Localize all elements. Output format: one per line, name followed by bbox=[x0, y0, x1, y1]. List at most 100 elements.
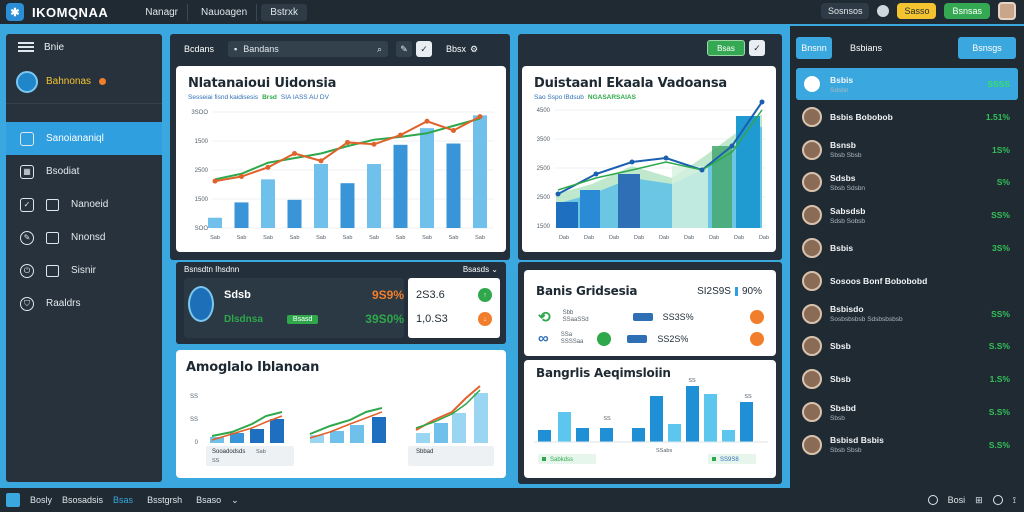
contact-subtitle: Sbsb Sdsbn bbox=[830, 184, 866, 192]
row-pct: SS2S% bbox=[657, 333, 689, 344]
x-tick-label: Sab bbox=[449, 235, 459, 241]
user-avatar[interactable] bbox=[998, 2, 1016, 20]
chart-card-revenue: Nlatanaioui Uidonsia Sesseiai fisnd kaid… bbox=[176, 66, 506, 252]
share-icon[interactable]: ⟟ bbox=[1012, 494, 1016, 505]
check-button[interactable]: ✓ bbox=[416, 41, 433, 57]
contact-name: Bsbis Bobobob bbox=[830, 111, 893, 122]
bar bbox=[712, 146, 732, 228]
top-nav-item[interactable]: Nauoagen bbox=[192, 3, 258, 21]
bar bbox=[420, 128, 434, 228]
power-icon: ⏻ bbox=[20, 263, 34, 278]
y-tick-label: 2500 bbox=[537, 166, 551, 172]
series-line bbox=[557, 109, 763, 191]
bulb-icon[interactable] bbox=[877, 5, 890, 17]
search-icon[interactable]: ⌕ bbox=[376, 43, 383, 54]
contact-row[interactable]: Sbsb 1.S% bbox=[796, 363, 1018, 395]
green-action-button[interactable]: Bsas bbox=[707, 40, 745, 56]
top-pill-yellow[interactable]: Sasso bbox=[897, 3, 937, 19]
chart-bars: SS SS SS Sabkdss SSabs SS9S8 bbox=[534, 378, 768, 464]
bar bbox=[314, 164, 328, 228]
tab-secondary[interactable]: Bsnsgs bbox=[958, 37, 1016, 59]
app-logo-icon[interactable] bbox=[6, 493, 20, 507]
data-point bbox=[398, 132, 403, 138]
contact-row[interactable]: Sbsb S.S% bbox=[796, 330, 1018, 362]
bottom-item[interactable]: Bosly bbox=[30, 495, 53, 505]
avatar bbox=[802, 74, 822, 94]
bottom-item-active[interactable]: Bsas bbox=[113, 495, 134, 505]
x-tick-label: Sab bbox=[369, 235, 379, 241]
series-line bbox=[309, 411, 383, 439]
check-button[interactable]: ✓ bbox=[749, 40, 765, 56]
stats-header: Bsnsdtn Ihsdnn bbox=[184, 265, 240, 274]
sidebar-item-dashboard[interactable]: Sanoiananiql bbox=[6, 122, 162, 155]
contact-value: S.S% bbox=[988, 407, 1010, 417]
contact-value: S.S% bbox=[988, 439, 1010, 450]
bottom-right: Bosi ⊞ ⟟ bbox=[927, 494, 1016, 506]
contact-text: Sdsbs Sbsb Sdsbn bbox=[822, 173, 865, 192]
top-pill[interactable]: Sosnsos bbox=[820, 3, 870, 19]
settings-icon[interactable] bbox=[992, 495, 1003, 505]
contact-row[interactable]: Bsnsb Sbsb Sbsb 1S% bbox=[796, 134, 1018, 166]
breakdown-row: ∞ SSa SSSSaa SS2S% bbox=[538, 330, 764, 347]
contact-row[interactable]: Bsbis Sdsbn SSSS bbox=[796, 68, 1018, 100]
chart-bar-line: 3SOO150025001500SOO500SabSabSabSabSabSab… bbox=[191, 110, 494, 241]
stats-header-right[interactable]: Bsasds ⌄ bbox=[462, 265, 498, 274]
edit-button[interactable]: ✎ bbox=[396, 41, 413, 57]
sidebar-item[interactable]: ▦ Bsodiat bbox=[6, 155, 162, 188]
chevron-down-icon[interactable]: ⌄ bbox=[231, 494, 239, 505]
avatar bbox=[802, 270, 822, 291]
data-point bbox=[729, 143, 735, 149]
contact-row[interactable]: Bsbis Bobobob 1.51% bbox=[796, 101, 1018, 133]
stat-label: Sdsb bbox=[224, 289, 251, 301]
contact-row[interactable]: Bsbis 3S% bbox=[796, 232, 1018, 264]
contact-subtitle: Sbsb Sbsb bbox=[830, 152, 862, 160]
bar bbox=[736, 116, 760, 228]
bottom-item[interactable]: Bsstgrsh bbox=[147, 495, 183, 505]
data-point bbox=[663, 155, 669, 161]
tab-label[interactable]: Bsbians bbox=[850, 43, 883, 53]
stats-header-right-label: Bsasds bbox=[462, 265, 490, 274]
contact-name: Bsbis bbox=[830, 243, 854, 253]
contact-value: 1S% bbox=[992, 144, 1010, 155]
bottom-item[interactable]: Bsosadsis bbox=[62, 495, 104, 505]
contact-row[interactable]: Sdsbs Sbsb Sdsbn S% bbox=[796, 166, 1018, 198]
status-icon[interactable] bbox=[927, 495, 938, 505]
legend-item: Brsd bbox=[262, 94, 277, 101]
search-input[interactable]: ▪ Bandans ⌕ bbox=[228, 41, 389, 57]
contact-row[interactable]: Bsbisd Bsbis Sbsb Sbsb S.S% bbox=[796, 429, 1018, 461]
left-sidebar: Bnie Bahnonas Sanoiananiql ▦ Bsodiat ✓ N… bbox=[6, 34, 162, 482]
tab-primary[interactable]: Bnsnn bbox=[796, 37, 832, 59]
sidebar-item[interactable]: ✓ Nanoeid bbox=[6, 188, 162, 221]
contact-row[interactable]: Sabsdsb Sdsb Sobsb SS% bbox=[796, 199, 1018, 231]
data-point bbox=[593, 171, 599, 177]
sidebar-item[interactable]: ✎ Nnonsd bbox=[6, 221, 162, 254]
top-nav-item-active[interactable]: Bstrxk bbox=[261, 3, 307, 21]
status-icon bbox=[750, 310, 764, 324]
sidebar-item[interactable]: ⛉ Raaldrs bbox=[6, 287, 162, 320]
contact-row[interactable]: Sosoos Bonf Bobobobd bbox=[796, 265, 1018, 297]
sidebar-item[interactable]: ⏻ Sisnir bbox=[6, 254, 162, 287]
contact-text: Bsbisd Bsbis Sbsb Sbsb bbox=[822, 435, 884, 454]
top-nav-item[interactable]: Nanagr bbox=[136, 3, 189, 21]
x-tick-label: Dab bbox=[684, 235, 694, 241]
stat-pct: 39S0% bbox=[365, 312, 404, 326]
chart-small-multiples: SS SS 0 Sooadodsds SS Sab Sbbad bbox=[190, 385, 494, 466]
data-label: SS bbox=[744, 394, 752, 400]
legend-label: SSabs bbox=[656, 448, 672, 454]
grid-icon[interactable]: ⊞ bbox=[975, 494, 983, 505]
app-logo-icon[interactable]: ✱ bbox=[6, 3, 24, 21]
bottom-item[interactable]: Bsaso bbox=[196, 495, 222, 505]
menu-icon[interactable] bbox=[18, 42, 34, 52]
bar bbox=[434, 423, 448, 443]
bar bbox=[668, 424, 681, 442]
sidebar-header-label: Bnie bbox=[44, 41, 65, 53]
bar bbox=[230, 433, 244, 443]
contact-value: S.S% bbox=[988, 341, 1010, 352]
contact-row[interactable]: Sbsbd Sbsb S.S% bbox=[796, 396, 1018, 428]
contact-row[interactable]: Bsbisdo Sosbsbsbsb Sdsbsbsbsb SS% bbox=[796, 298, 1018, 330]
settings-icon[interactable]: ⚙ bbox=[470, 43, 479, 54]
up-icon: ↑ bbox=[478, 288, 492, 302]
series-line bbox=[214, 115, 481, 183]
sidebar-user[interactable]: Bahnonas bbox=[6, 60, 162, 104]
top-pill-green[interactable]: Bsnsas bbox=[944, 3, 990, 19]
